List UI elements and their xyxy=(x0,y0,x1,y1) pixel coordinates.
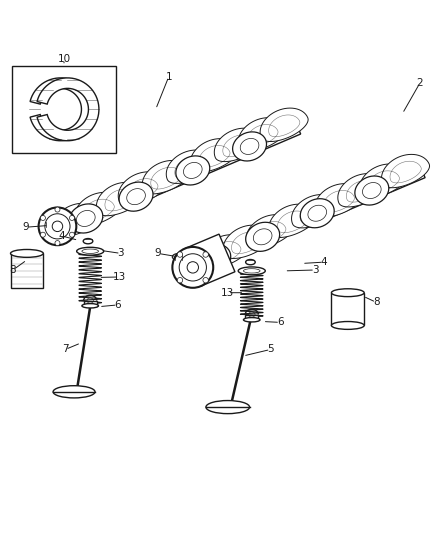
Text: 6: 6 xyxy=(114,300,121,310)
Polygon shape xyxy=(300,199,334,228)
Bar xyxy=(12,66,117,153)
Polygon shape xyxy=(190,139,238,172)
Polygon shape xyxy=(314,184,363,217)
Ellipse shape xyxy=(187,262,198,273)
Circle shape xyxy=(55,240,60,246)
Polygon shape xyxy=(119,182,153,211)
Polygon shape xyxy=(185,234,235,286)
Ellipse shape xyxy=(77,247,104,255)
Ellipse shape xyxy=(83,239,93,244)
Text: 2: 2 xyxy=(417,78,423,88)
Circle shape xyxy=(177,278,183,283)
Text: 13: 13 xyxy=(113,272,126,282)
Bar xyxy=(84,301,97,306)
Text: 3: 3 xyxy=(312,265,318,275)
Ellipse shape xyxy=(11,249,43,257)
Ellipse shape xyxy=(238,267,265,275)
Polygon shape xyxy=(30,78,92,141)
Polygon shape xyxy=(233,132,267,161)
Polygon shape xyxy=(260,108,308,141)
Circle shape xyxy=(70,232,74,237)
Polygon shape xyxy=(201,235,249,268)
Ellipse shape xyxy=(246,260,255,265)
Text: 6: 6 xyxy=(277,317,283,327)
Polygon shape xyxy=(197,244,231,273)
Circle shape xyxy=(203,252,208,257)
Text: 9: 9 xyxy=(155,248,161,259)
Polygon shape xyxy=(53,203,101,237)
Text: 8: 8 xyxy=(10,265,16,275)
Ellipse shape xyxy=(52,221,63,231)
Polygon shape xyxy=(166,150,214,183)
Polygon shape xyxy=(214,128,262,161)
Text: 4: 4 xyxy=(59,231,65,241)
Circle shape xyxy=(177,252,183,257)
Polygon shape xyxy=(381,155,430,188)
Circle shape xyxy=(203,278,208,283)
Polygon shape xyxy=(238,118,286,151)
Polygon shape xyxy=(74,192,123,226)
Polygon shape xyxy=(355,176,389,205)
Polygon shape xyxy=(338,174,386,207)
Text: 7: 7 xyxy=(62,344,69,354)
Polygon shape xyxy=(179,245,227,278)
Text: 13: 13 xyxy=(221,288,234,298)
Circle shape xyxy=(70,215,74,221)
Polygon shape xyxy=(96,182,145,216)
Text: 5: 5 xyxy=(267,344,274,354)
Polygon shape xyxy=(269,204,317,238)
Circle shape xyxy=(40,232,46,237)
Ellipse shape xyxy=(206,400,250,414)
Ellipse shape xyxy=(53,386,95,398)
Ellipse shape xyxy=(82,304,99,308)
Circle shape xyxy=(55,207,60,212)
Ellipse shape xyxy=(39,207,76,245)
Polygon shape xyxy=(142,160,190,194)
Text: 1: 1 xyxy=(166,71,172,82)
Polygon shape xyxy=(246,222,279,252)
Bar xyxy=(332,293,364,326)
Text: 9: 9 xyxy=(23,222,29,232)
Circle shape xyxy=(40,215,46,221)
Polygon shape xyxy=(69,204,103,233)
Ellipse shape xyxy=(332,321,364,329)
Text: 10: 10 xyxy=(57,54,71,64)
Ellipse shape xyxy=(332,289,364,297)
Ellipse shape xyxy=(43,221,56,228)
Ellipse shape xyxy=(244,318,260,322)
Text: 4: 4 xyxy=(321,257,327,267)
Bar xyxy=(245,314,258,320)
Text: 8: 8 xyxy=(373,297,379,308)
Polygon shape xyxy=(118,172,166,205)
Polygon shape xyxy=(360,164,408,197)
Bar xyxy=(11,253,43,288)
Polygon shape xyxy=(292,195,339,228)
Polygon shape xyxy=(223,225,271,259)
Ellipse shape xyxy=(173,247,213,288)
Polygon shape xyxy=(54,119,300,237)
Text: 3: 3 xyxy=(117,248,124,259)
Polygon shape xyxy=(176,156,210,185)
Polygon shape xyxy=(37,78,99,141)
Polygon shape xyxy=(181,163,425,278)
Ellipse shape xyxy=(172,253,185,261)
Polygon shape xyxy=(246,215,294,248)
